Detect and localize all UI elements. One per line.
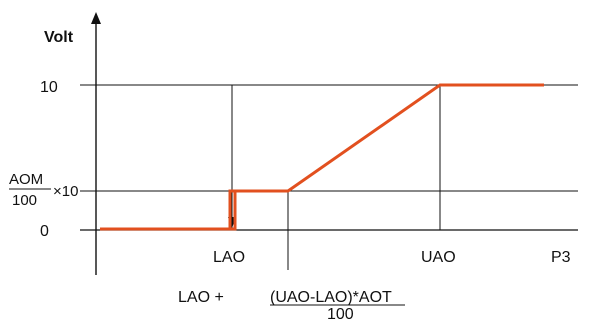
aom-denominator: 100 [12, 192, 37, 209]
formula-denominator: 100 [327, 306, 354, 321]
y-axis-title: Volt [44, 29, 74, 46]
x-axis-title: P3 [551, 249, 571, 266]
reference-lines [80, 84, 578, 192]
y-level-zero-label: 0 [40, 223, 49, 240]
uao-label: UAO [421, 249, 456, 266]
y-axis-arrowhead [91, 12, 101, 24]
output-curve [100, 83, 544, 231]
axes [80, 12, 578, 275]
formula-prefix: LAO + [178, 289, 228, 306]
aom-fraction: AOM 100 ×10 [9, 171, 78, 209]
aom-multiplier: ×10 [53, 183, 78, 200]
aom-numerator: AOM [9, 171, 43, 188]
output-curve-hysteresis [228, 189, 235, 229]
formula-numerator: (UAO-LAO)*AOT [270, 289, 392, 306]
formula: LAO + (UAO-LAO)*AOT 100 [178, 289, 405, 323]
y-level-top-label: 10 [40, 79, 58, 96]
marker-lines [228, 85, 441, 270]
lao-label: LAO [213, 249, 245, 266]
